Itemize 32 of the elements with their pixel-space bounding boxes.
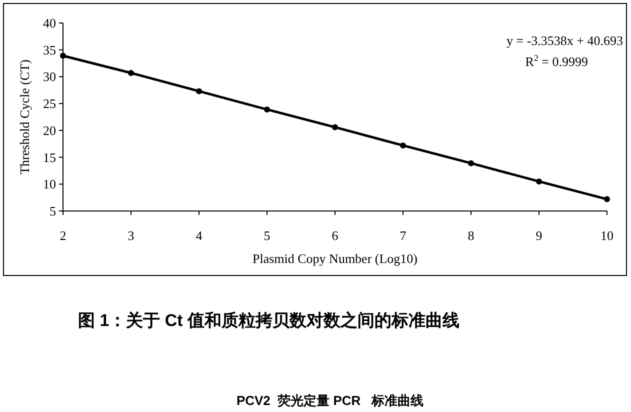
x-tick-label: 4 (196, 228, 203, 243)
text: 图 1：关于 Ct 值和质粒拷贝数对数之间的标准曲线 (78, 311, 460, 330)
annotation: R$^{2}$ = 0.9999 (525, 53, 588, 69)
point (536, 178, 542, 184)
y-tick-label: 10 (43, 176, 56, 192)
text: PCV2 荧光定量 PCR 标准曲线 (236, 393, 424, 408)
y-tick-label: 20 (43, 122, 56, 138)
x-tick-label: 7 (400, 228, 407, 243)
x-tick-label: 9 (536, 228, 542, 243)
y-tick-label: 35 (43, 42, 56, 58)
x-tick-label: 2 (60, 228, 66, 243)
y-tick-label: 30 (43, 69, 56, 84)
annotation: y = -3.3538x + 40.693 (506, 33, 623, 48)
point (128, 70, 134, 76)
point (400, 142, 406, 148)
point (332, 124, 338, 130)
y-tick-label: 40 (43, 16, 56, 30)
x-tick-label: 8 (468, 228, 474, 243)
point (196, 88, 202, 94)
y-tick-label: 25 (43, 96, 56, 112)
x-tick-label: 5 (264, 228, 270, 243)
x-tick-label: 3 (128, 228, 134, 243)
y-tick-label: 5 (50, 204, 56, 218)
point (604, 196, 610, 202)
x-axis-title: Plasmid Copy Number (Log10) (252, 251, 418, 266)
x-tick-label: 6 (332, 228, 339, 243)
y-axis-title: Threshold Cycle (CT) (17, 60, 32, 174)
x-tick-label: 10 (600, 228, 614, 243)
point (468, 160, 474, 166)
y-tick-label: 15 (43, 150, 56, 165)
point (60, 52, 66, 59)
point (264, 106, 270, 112)
